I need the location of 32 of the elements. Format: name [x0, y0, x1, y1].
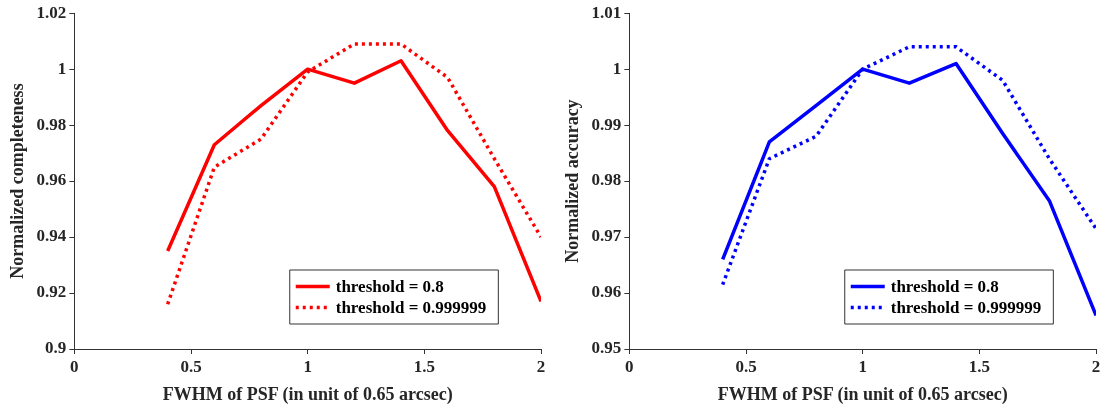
y-axis-title: Normalized accuracy [562, 99, 583, 263]
y-tick-label: 1 [612, 58, 622, 78]
y-tick-label: 0.96 [36, 170, 67, 190]
x-tick-label: 1 [303, 356, 312, 376]
x-tick-label: 0 [70, 356, 79, 376]
y-tick-label: 0.99 [591, 114, 622, 134]
y-tick-label: 0.94 [36, 226, 67, 246]
x-axis-title: FWHM of PSF (in unit of 0.65 arcsec) [717, 383, 1008, 405]
x-tick-label: 0.5 [735, 356, 757, 376]
x-tick-label: 0 [625, 356, 634, 376]
y-tick-label: 0.9 [45, 338, 67, 358]
y-tick-label: 1.02 [36, 2, 67, 22]
y-tick-label: 0.92 [36, 282, 67, 302]
y-tick-label: 0.95 [591, 338, 622, 358]
legend-label: threshold = 0.8 [335, 276, 444, 296]
x-tick-label: 1 [858, 356, 867, 376]
y-tick-label: 1.01 [591, 2, 622, 22]
legend-label: threshold = 0.999999 [890, 297, 1042, 317]
x-tick-label: 0.5 [180, 356, 202, 376]
x-tick-label: 1.5 [968, 356, 990, 376]
legend-label: threshold = 0.999999 [335, 297, 487, 317]
y-axis-title: Normalized completeness [7, 83, 28, 279]
y-tick-label: 0.98 [591, 170, 622, 190]
y-tick-label: 0.98 [36, 114, 67, 134]
x-axis-title: FWHM of PSF (in unit of 0.65 arcsec) [162, 383, 453, 405]
x-tick-label: 1.5 [413, 356, 435, 376]
legend-label: threshold = 0.8 [890, 276, 999, 296]
x-tick-label: 2 [1091, 356, 1101, 376]
y-tick-label: 1 [57, 58, 67, 78]
y-tick-label: 0.97 [591, 226, 622, 246]
y-tick-label: 0.96 [591, 282, 622, 302]
x-tick-label: 2 [536, 356, 546, 376]
